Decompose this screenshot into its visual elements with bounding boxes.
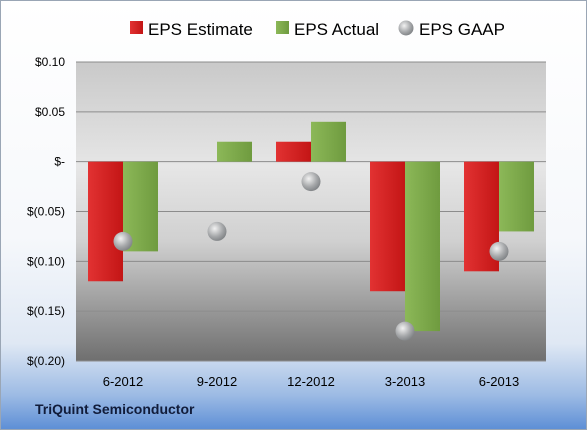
gaap-marker	[489, 241, 509, 261]
gaap-marker	[395, 321, 415, 341]
x-category-label: 3-2013	[385, 374, 425, 389]
x-category-label: 12-2012	[287, 374, 335, 389]
estimate-bar	[370, 161, 405, 292]
y-axis-ticks: $0.10 $0.05 $- $(0.05) $(0.10) $(0.15) $(0.20)	[27, 55, 65, 368]
y-tick-label: $(0.05)	[27, 205, 65, 219]
company-name: TriQuint Semiconductor	[35, 401, 195, 417]
gaap-marker	[301, 172, 321, 192]
legend-gaap-marker	[398, 20, 414, 36]
x-axis-categories: 6-2012 9-2012 12-2012 3-2013 6-2013	[103, 374, 519, 389]
legend-gaap-label: EPS GAAP	[419, 20, 505, 39]
estimate-bar	[276, 141, 311, 162]
gaap-markers	[113, 172, 509, 341]
actual-bar	[405, 161, 440, 332]
gaap-marker	[113, 231, 133, 251]
legend-estimate-swatch	[130, 21, 143, 34]
y-tick-label: $(0.20)	[27, 354, 65, 368]
gaap-marker	[207, 221, 227, 241]
y-tick-label: $(0.10)	[27, 254, 65, 268]
estimate-bar	[88, 161, 123, 282]
x-category-label: 6-2013	[479, 374, 519, 389]
legend-actual-label: EPS Actual	[294, 20, 379, 39]
actual-bar	[217, 141, 252, 162]
actual-bar	[499, 161, 534, 232]
actual-bar	[311, 121, 346, 162]
y-tick-label: $(0.15)	[27, 304, 65, 318]
y-tick-label: $-	[54, 155, 65, 169]
legend-estimate-label: EPS Estimate	[148, 20, 253, 39]
x-category-label: 6-2012	[103, 374, 143, 389]
y-tick-label: $0.10	[35, 55, 65, 69]
legend: EPS Estimate EPS Actual EPS GAAP	[130, 20, 505, 39]
y-tick-label: $0.05	[35, 105, 65, 119]
legend-actual-swatch	[276, 21, 289, 34]
x-category-label: 9-2012	[197, 374, 237, 389]
